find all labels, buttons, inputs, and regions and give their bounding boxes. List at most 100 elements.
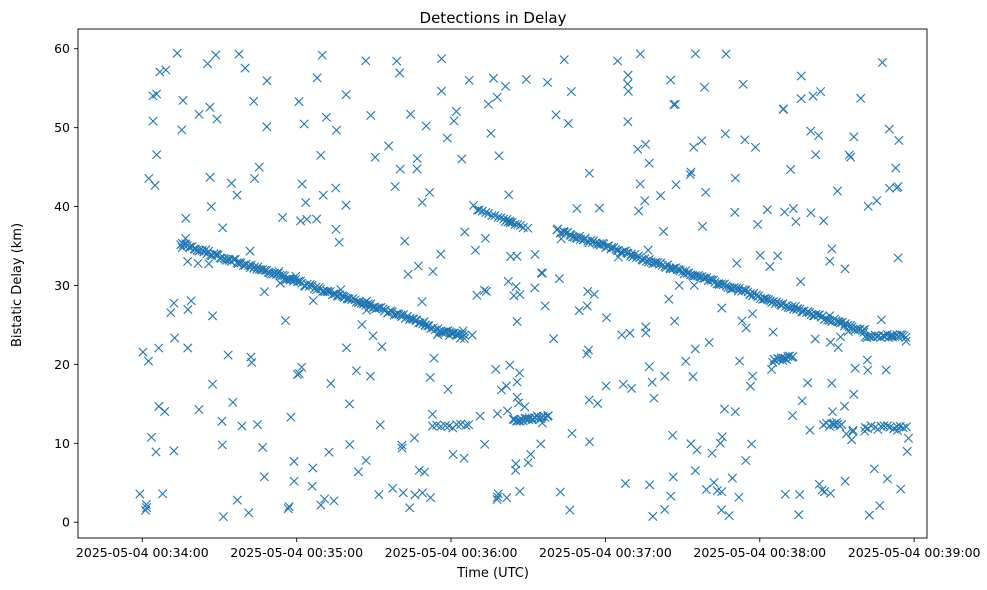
data-point bbox=[623, 70, 633, 80]
data-point bbox=[245, 246, 255, 256]
data-point bbox=[452, 419, 462, 430]
data-point bbox=[170, 333, 180, 343]
data-point bbox=[796, 94, 806, 104]
data-point bbox=[555, 487, 565, 497]
data-point bbox=[892, 183, 902, 193]
data-point bbox=[806, 126, 816, 136]
data-point bbox=[283, 504, 293, 514]
data-point bbox=[825, 311, 835, 321]
data-point bbox=[717, 432, 727, 442]
data-point bbox=[901, 332, 911, 343]
data-point bbox=[730, 173, 740, 183]
data-point bbox=[668, 430, 678, 440]
data-point bbox=[848, 425, 858, 435]
data-point bbox=[294, 97, 304, 107]
data-point bbox=[864, 510, 874, 520]
data-point bbox=[138, 347, 148, 357]
data-point bbox=[863, 365, 873, 375]
data-point bbox=[567, 428, 577, 438]
data-point bbox=[745, 381, 756, 391]
data-point bbox=[582, 301, 592, 311]
data-point bbox=[299, 119, 309, 129]
data-point bbox=[844, 150, 854, 160]
data-point bbox=[211, 249, 221, 260]
data-point bbox=[671, 180, 681, 190]
data-point bbox=[730, 207, 740, 217]
data-point bbox=[468, 200, 479, 211]
data-point bbox=[183, 256, 193, 267]
data-point bbox=[893, 253, 903, 263]
data-point bbox=[584, 168, 594, 178]
data-point bbox=[748, 371, 758, 381]
data-point bbox=[316, 500, 326, 510]
data-point bbox=[542, 77, 553, 88]
data-point bbox=[788, 351, 798, 362]
data-point bbox=[365, 371, 376, 381]
data-point bbox=[818, 420, 829, 430]
data-point bbox=[502, 493, 512, 503]
data-point bbox=[814, 130, 824, 141]
data-point bbox=[537, 418, 547, 428]
data-point bbox=[699, 82, 710, 92]
data-point bbox=[803, 378, 813, 388]
data-point bbox=[353, 467, 363, 477]
data-point bbox=[566, 87, 576, 97]
data-point bbox=[297, 179, 307, 189]
data-point bbox=[308, 295, 318, 306]
data-point bbox=[341, 343, 352, 353]
data-point bbox=[514, 398, 524, 408]
data-point bbox=[161, 65, 171, 75]
data-point bbox=[644, 362, 654, 372]
data-point bbox=[551, 110, 561, 120]
data-point bbox=[479, 285, 490, 295]
data-point bbox=[512, 377, 522, 387]
data-point bbox=[409, 433, 420, 443]
data-point bbox=[492, 492, 503, 502]
data-point bbox=[825, 488, 836, 498]
data-point bbox=[232, 190, 242, 200]
data-point bbox=[289, 476, 299, 486]
data-point bbox=[737, 316, 747, 326]
data-point bbox=[895, 329, 905, 340]
data-point bbox=[419, 467, 430, 477]
data-point bbox=[493, 212, 503, 222]
data-point bbox=[574, 305, 584, 316]
data-point bbox=[825, 256, 835, 266]
x-tick-label: 2025-05-04 00:34:00 bbox=[76, 545, 209, 560]
data-point bbox=[795, 490, 805, 500]
data-point bbox=[780, 489, 790, 499]
data-point bbox=[876, 315, 886, 325]
data-point bbox=[660, 371, 670, 381]
data-point bbox=[715, 438, 725, 448]
data-point bbox=[623, 86, 633, 96]
data-point bbox=[613, 252, 623, 262]
data-point bbox=[513, 416, 524, 426]
data-point bbox=[351, 366, 361, 376]
data-point bbox=[771, 297, 782, 307]
data-point bbox=[294, 276, 304, 286]
data-point bbox=[292, 369, 303, 380]
data-point bbox=[730, 407, 740, 417]
data-point bbox=[392, 56, 402, 66]
y-tick-label: 30 bbox=[54, 278, 70, 293]
data-point bbox=[738, 285, 748, 295]
data-point bbox=[481, 207, 491, 218]
data-point bbox=[141, 500, 151, 510]
data-point bbox=[633, 144, 643, 154]
data-point bbox=[741, 323, 751, 333]
data-point bbox=[172, 48, 182, 58]
data-point bbox=[672, 265, 682, 275]
y-tick-label: 10 bbox=[54, 436, 70, 451]
data-point bbox=[424, 321, 434, 331]
data-point bbox=[876, 332, 886, 343]
x-tick-label: 2025-05-04 00:37:00 bbox=[539, 545, 672, 560]
data-point bbox=[666, 491, 676, 501]
data-point bbox=[436, 249, 446, 259]
data-point bbox=[843, 326, 853, 337]
data-point bbox=[388, 483, 398, 493]
data-point bbox=[417, 488, 428, 498]
data-point bbox=[860, 422, 870, 433]
data-point bbox=[441, 328, 451, 338]
data-point bbox=[148, 91, 158, 101]
data-point bbox=[735, 356, 745, 366]
